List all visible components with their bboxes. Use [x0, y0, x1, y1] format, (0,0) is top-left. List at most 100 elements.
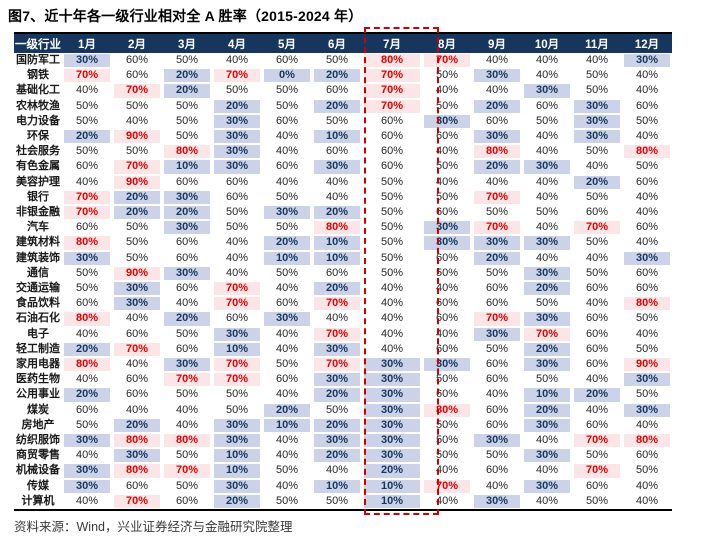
win-rate-cell: 40% [275, 388, 299, 401]
month-header: 11月 [572, 33, 622, 53]
win-rate-cell: 40% [125, 312, 149, 325]
win-rate-cell: 50% [585, 449, 609, 462]
win-rate-cell: 40% [75, 84, 99, 97]
industry-label: 机械设备 [16, 464, 60, 477]
win-rate-cell: 30% [472, 68, 522, 83]
win-rate-cell: 40% [535, 190, 559, 203]
win-rate-cell: 40% [535, 175, 559, 188]
win-rate-cell: 50% [325, 54, 349, 66]
win-rate-cell: 40% [635, 84, 659, 97]
win-rate-cell: 60% [225, 312, 249, 325]
win-rate-cell: 30% [362, 448, 422, 463]
win-rate-cell: 50% [275, 190, 299, 203]
month-header: 9月 [472, 33, 522, 53]
win-rate-cell: 30% [362, 372, 422, 387]
win-rate-cell: 10% [362, 479, 422, 494]
table-row: 轻工制造 20% 70% 60% 10% 40% 30% 40% 60% 50% 20% 60% 50% [14, 342, 672, 357]
industry-label: 通信 [27, 266, 49, 279]
win-rate-cell: 90% [112, 266, 162, 281]
win-rate-cell: 50% [75, 114, 99, 127]
win-rate-cell: 30% [522, 357, 572, 372]
win-rate-cell: 90% [622, 357, 672, 372]
win-rate-cell: 50% [275, 99, 299, 112]
win-rate-cell: 40% [325, 312, 349, 325]
win-rate-cell: 40% [125, 403, 149, 416]
win-rate-cell: 40% [275, 479, 299, 492]
win-rate-cell: 70% [62, 205, 112, 220]
win-rate-cell: 60% [635, 99, 659, 112]
win-rate-cell: 20% [62, 129, 112, 144]
industry-label: 汽车 [27, 221, 49, 234]
table-row: 房地产 50% 20% 40% 30% 10% 20% 30% 50% 60% 30% 60% 40% [14, 418, 672, 433]
win-rate-cell: 50% [125, 145, 149, 158]
win-rate-cell: 20% [312, 387, 362, 402]
win-rate-cell: 50% [125, 99, 149, 112]
win-rate-cell: 80% [62, 311, 112, 326]
win-rate-cell: 40% [485, 54, 509, 66]
win-rate-cell: 30% [472, 327, 522, 342]
win-rate-cell: 60% [275, 373, 299, 386]
month-header: 10月 [522, 33, 572, 53]
win-rate-cell: 50% [585, 266, 609, 279]
win-rate-cell: 50% [380, 236, 404, 249]
industry-label: 轻工制造 [16, 342, 60, 355]
win-rate-cell: 50% [380, 221, 404, 234]
win-rate-cell: 40% [275, 449, 299, 462]
win-rate-cell: 40% [275, 145, 299, 158]
win-rate-cell: 60% [535, 99, 559, 112]
win-rate-cell: 30% [212, 114, 262, 129]
win-rate-cell: 40% [635, 206, 659, 219]
win-rate-cell: 50% [485, 206, 509, 219]
win-rate-cell: 40% [635, 479, 659, 492]
win-rate-cell: 40% [225, 266, 249, 279]
win-rate-cell: 70% [112, 83, 162, 98]
win-rate-cell: 70% [522, 327, 572, 342]
win-rate-cell: 40% [75, 327, 99, 340]
win-rate-cell: 80% [312, 220, 362, 235]
win-rate-cell: 30% [162, 220, 212, 235]
win-rate-cell: 40% [635, 130, 659, 143]
industry-label: 有色金属 [16, 160, 60, 173]
win-rate-cell: 50% [75, 145, 99, 158]
win-rate-cell: 50% [635, 342, 659, 355]
win-rate-cell: 50% [585, 145, 609, 158]
win-rate-cell: 10% [312, 251, 362, 266]
win-rate-cell: 60% [380, 145, 404, 158]
win-rate-cell: 20% [472, 99, 522, 114]
win-rate-cell: 40% [635, 418, 659, 431]
win-rate-cell: 30% [62, 53, 112, 68]
win-rate-cell: 80% [362, 53, 422, 68]
table-row: 食品饮料 60% 30% 40% 70% 60% 70% 40% 60% 60% 50% 40% 80% [14, 296, 672, 311]
win-rate-cell: 20% [112, 205, 162, 220]
win-rate-cell: 60% [435, 342, 459, 355]
win-rate-cell: 10% [212, 342, 262, 357]
win-rate-cell: 50% [75, 266, 99, 279]
month-header: 4月 [212, 33, 262, 53]
win-rate-cell: 60% [125, 388, 149, 401]
industry-label: 电力设备 [16, 114, 60, 127]
month-header: 2月 [112, 33, 162, 53]
win-rate-cell: 20% [522, 403, 572, 418]
win-rate-cell: 50% [485, 342, 509, 355]
win-rate-cell: 20% [522, 342, 572, 357]
win-rate-cell: 50% [75, 418, 99, 431]
win-rate-cell: 40% [225, 54, 249, 66]
win-rate-cell: 40% [485, 175, 509, 188]
win-rate-cell: 50% [485, 266, 509, 279]
win-rate-cell: 50% [585, 236, 609, 249]
win-rate-cell: 50% [435, 434, 459, 447]
win-rate-cell: 10% [312, 479, 362, 494]
win-rate-cell: 50% [635, 388, 659, 401]
win-rate-cell: 30% [422, 220, 472, 235]
table-row: 机械设备 30% 80% 70% 10% 50% 40% 20% 40% 60% 40% 70% 50% [14, 463, 672, 478]
win-rate-cell: 40% [325, 464, 349, 477]
win-rate-cell: 10% [212, 448, 262, 463]
win-rate-cell: 20% [162, 311, 212, 326]
win-rate-cell: 40% [275, 434, 299, 447]
industry-label: 医药生物 [16, 373, 60, 386]
win-rate-cell: 50% [535, 373, 559, 386]
industry-label: 建筑装饰 [16, 251, 60, 264]
source-note: 资料来源：Wind，兴业证券经济与金融研究院整理 [14, 520, 293, 534]
win-rate-cell: 40% [275, 342, 299, 355]
table-row: 美容护理 40% 90% 60% 60% 40% 40% 50% 40% 40% 40% 20% 60% [14, 175, 672, 190]
